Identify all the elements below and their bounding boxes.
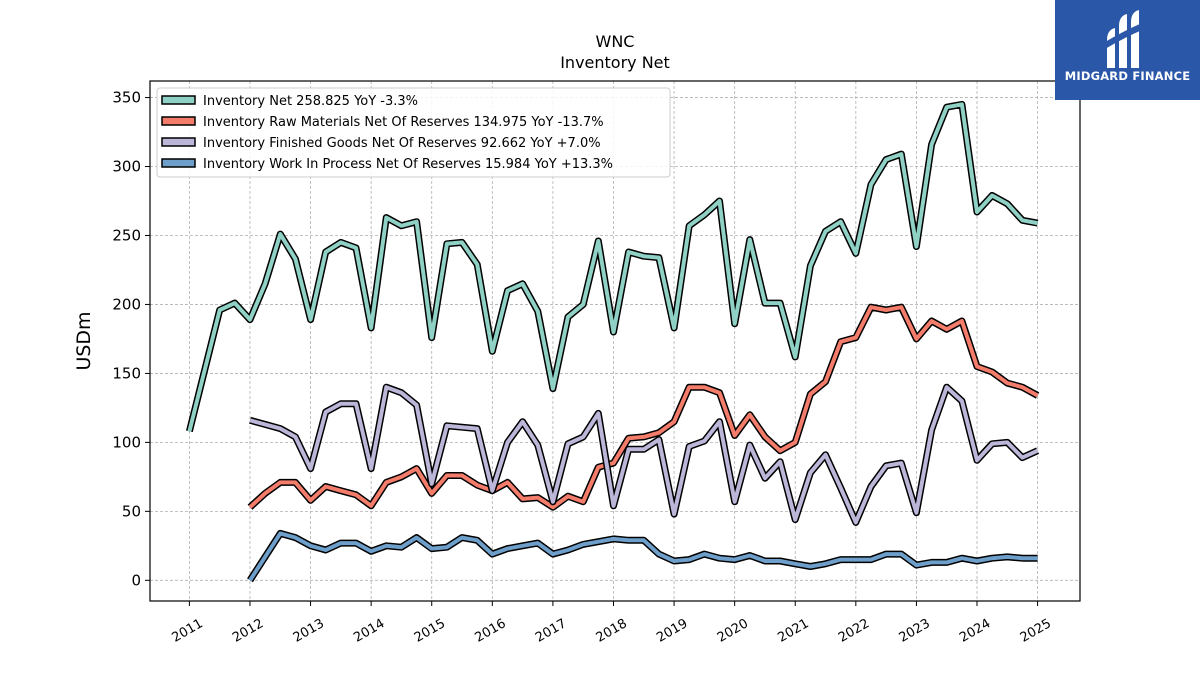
x-tick-label: 2024	[957, 616, 993, 646]
series-line	[249, 385, 1039, 525]
legend-swatch	[161, 95, 196, 105]
legend-entry-label: Inventory Finished Goods Net Of Reserves…	[203, 136, 601, 151]
x-tick-label: 2019	[654, 616, 690, 646]
y-tick-label: 350	[112, 89, 141, 107]
brand-logo: MIDGARD FINANCE	[1055, 0, 1200, 100]
y-tick-label: 100	[112, 433, 141, 451]
x-tick-label: 2013	[291, 616, 327, 646]
legend-swatch	[161, 116, 196, 126]
x-tick-label: 2022	[836, 616, 872, 646]
x-tick-label: 2011	[170, 616, 206, 646]
legend: Inventory Net 258.825 YoY -3.3% Inventory…	[156, 87, 671, 178]
x-tick-label: 2016	[472, 616, 508, 646]
x-tick-label: 2021	[775, 616, 811, 646]
legend-entry-label: Inventory Net 258.825 YoY -3.3%	[203, 94, 418, 109]
legend-box	[156, 87, 671, 178]
x-tick-label: 2023	[897, 616, 933, 646]
x-tick-label: 2025	[1018, 616, 1054, 646]
brand-logo-icon	[1105, 10, 1149, 68]
y-tick-label: 0	[131, 571, 141, 589]
y-tick-label: 200	[112, 295, 141, 313]
x-tick-label: 2020	[715, 616, 751, 646]
legend-swatch	[161, 158, 196, 168]
series-lines	[186, 100, 1040, 583]
x-tick-label: 2017	[533, 616, 569, 646]
y-axis-ticks: 0 50 100 150 200 250 300 350	[112, 89, 150, 589]
plot-area-frame	[149, 80, 1081, 602]
y-tick-label: 300	[112, 158, 141, 176]
x-tick-label: 2012	[230, 616, 266, 646]
x-axis-ticks: 2011 2012 2013 2014 2015 2016 2017 2018 2019 2020…	[170, 601, 1054, 646]
series-line	[248, 531, 1038, 582]
series-line	[248, 305, 1039, 510]
y-tick-label: 50	[122, 502, 141, 520]
legend-entry-label: Inventory Raw Materials Net Of Reserves …	[203, 115, 604, 130]
chart-title: WNC	[596, 32, 635, 51]
y-axis-label: USDm	[73, 311, 95, 370]
chart-subtitle: Inventory Net	[560, 53, 670, 72]
brand-name: MIDGARD FINANCE	[1064, 69, 1191, 83]
y-tick-label: 150	[112, 364, 141, 382]
legend-swatch	[161, 137, 196, 147]
x-tick-label: 2015	[412, 616, 448, 646]
x-tick-label: 2014	[351, 616, 387, 646]
legend-entry-label: Inventory Work In Process Net Of Reserve…	[203, 157, 613, 172]
x-tick-label: 2018	[594, 616, 630, 646]
series-line	[187, 102, 1038, 432]
y-tick-label: 250	[112, 226, 141, 244]
